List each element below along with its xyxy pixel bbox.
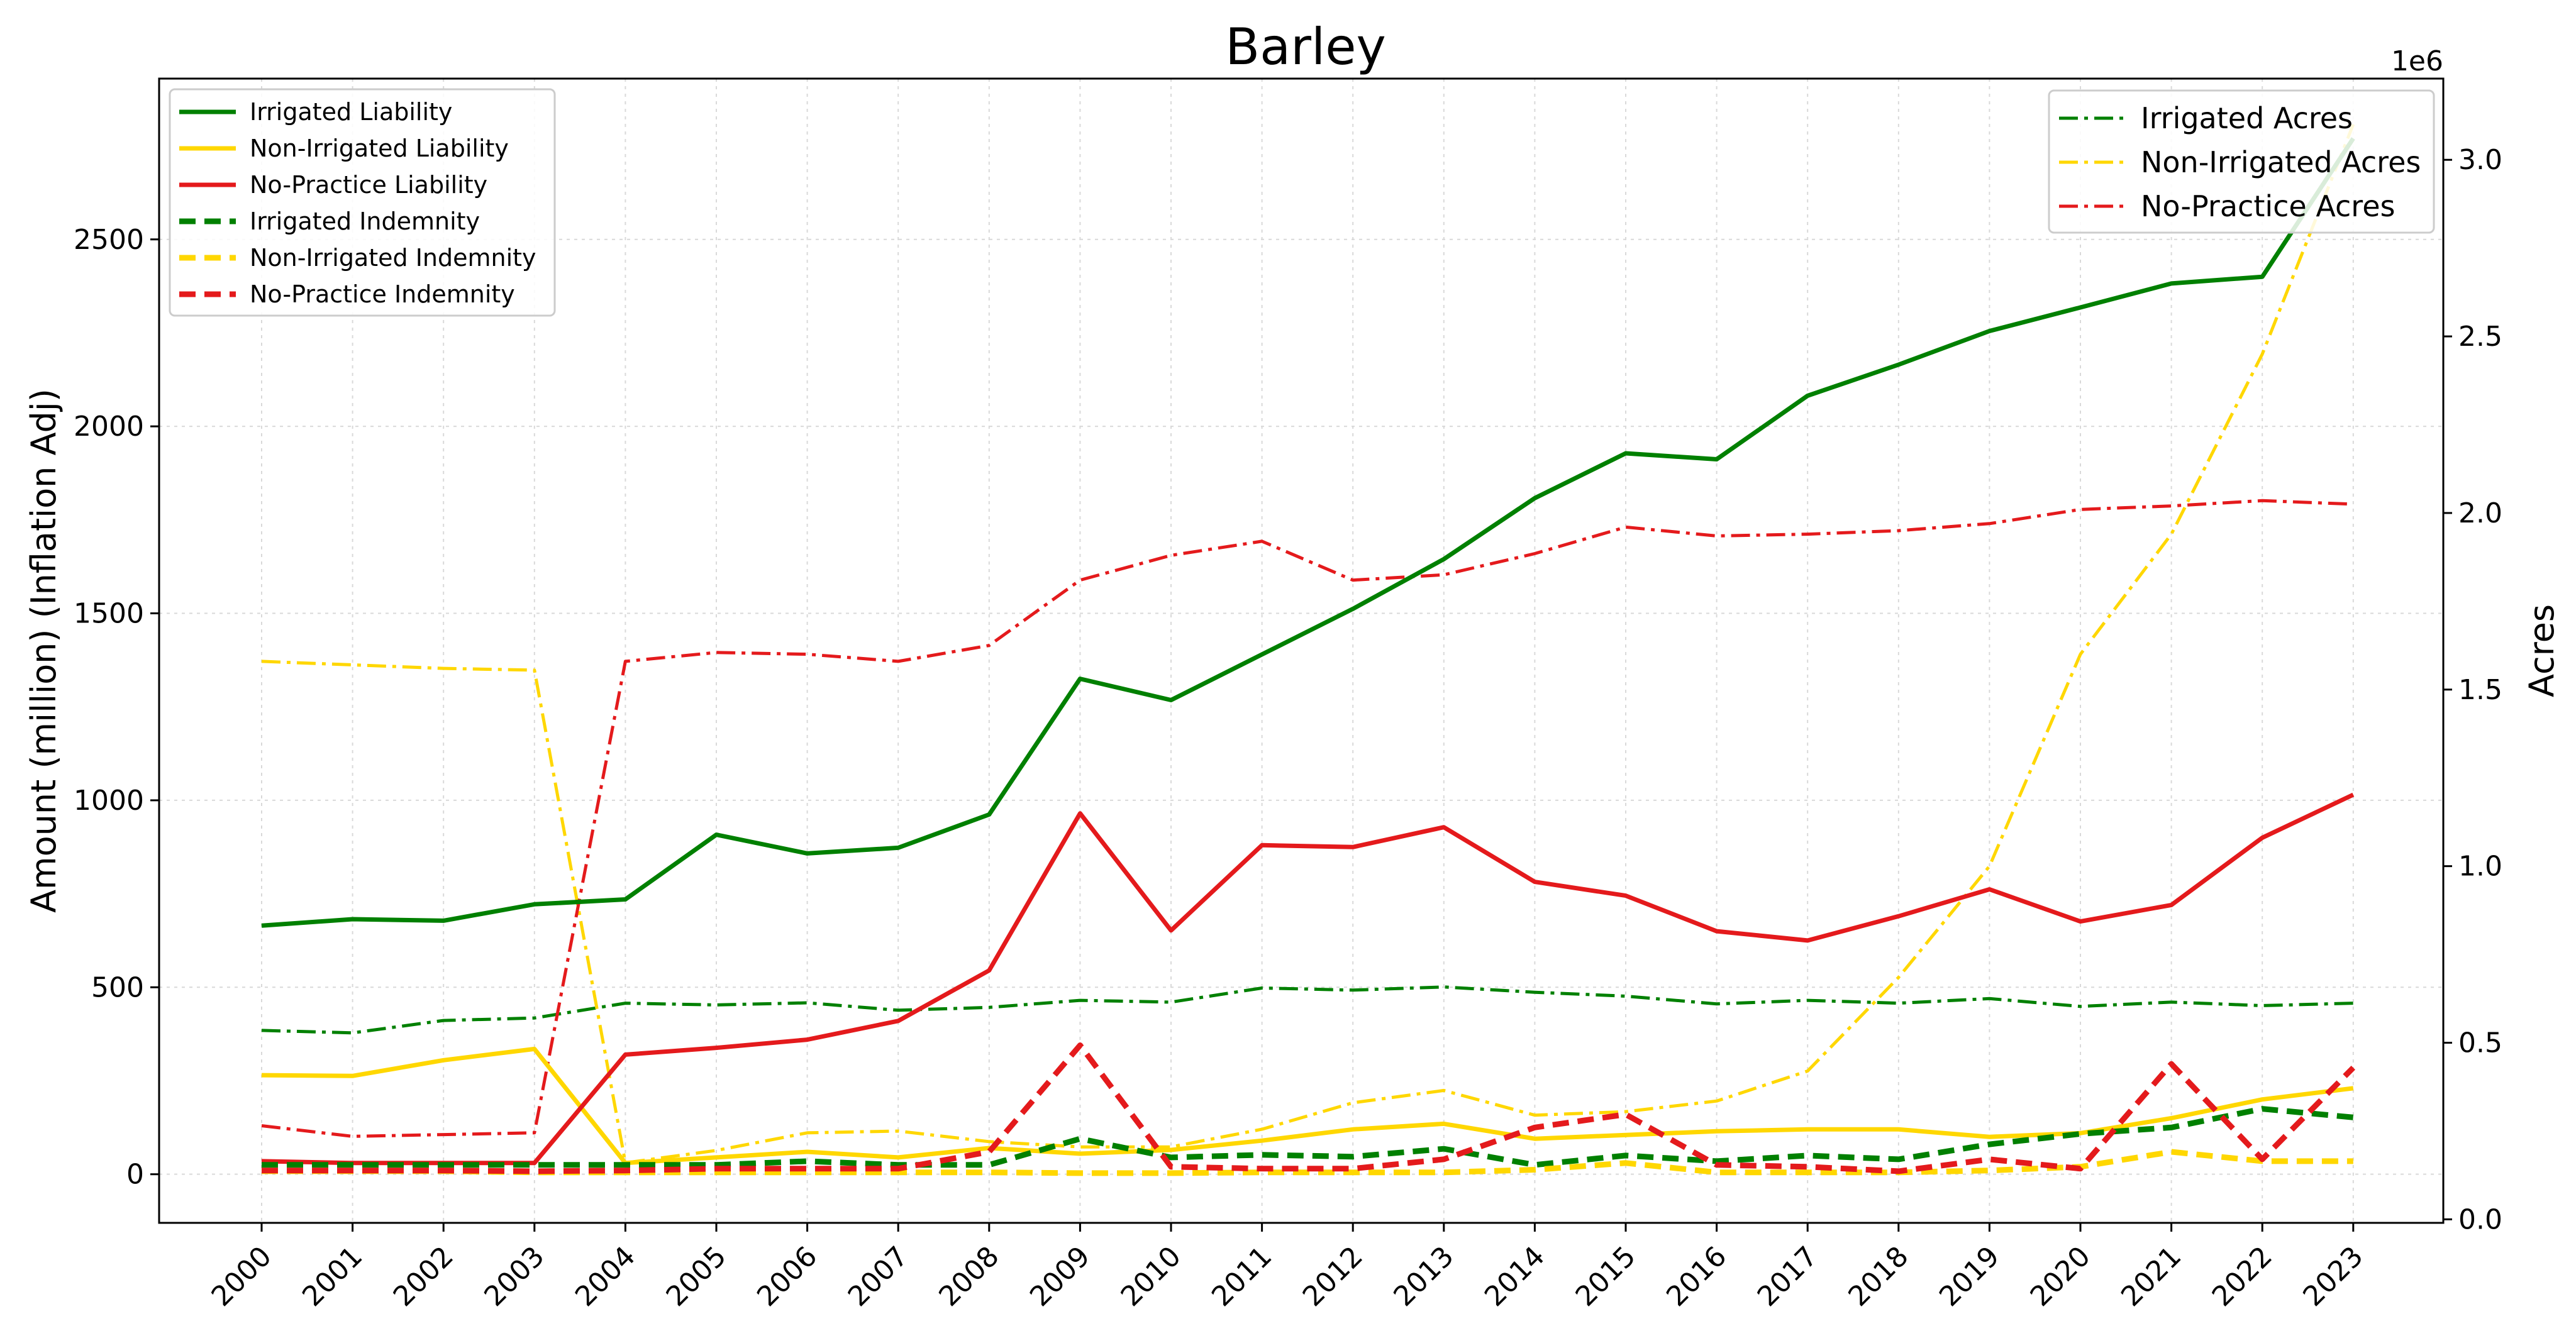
series-line-irrigated-liability — [261, 137, 2355, 928]
y-tick-label: 1000 — [74, 785, 144, 817]
series-lines — [261, 124, 2355, 1176]
legend-entry-label: No-Practice Indemnity — [250, 280, 515, 308]
series-line-no-practice-indemnity — [262, 1042, 2355, 1174]
y2-axis-label: Acres — [2522, 604, 2562, 697]
y2-tick-label: 0.5 — [2458, 1027, 2502, 1059]
legend-left: Irrigated Liability Non-Irrigated Liabili… — [169, 88, 556, 317]
plot-frame — [158, 77, 2445, 1224]
y-tick-label: 2000 — [74, 411, 144, 443]
legend-entry-label: No-Practice Acres — [2141, 189, 2395, 223]
y2-tick-label: 2.0 — [2458, 497, 2502, 529]
legend-entry-label: Irrigated Acres — [2141, 101, 2353, 135]
series-line-no-practice-liability — [261, 792, 2355, 1166]
y2-tick-label: 1.0 — [2458, 851, 2502, 883]
legend-left-box — [169, 88, 556, 317]
y-tick-label: 500 — [91, 971, 144, 1003]
legend-entry-label: Irrigated Liability — [250, 98, 452, 126]
y2-tick-label: 1.5 — [2458, 674, 2502, 706]
y-tick-label: 1500 — [74, 598, 144, 630]
y2-tick-label: 0.0 — [2458, 1203, 2502, 1235]
y2-axis-ticks: 0.0 0.5 1.0 1.5 2.0 2.5 3.0 — [2443, 144, 2502, 1235]
legend-right: Irrigated Acres Non-Irrigated Acres No-Pra… — [2048, 89, 2435, 234]
y-tick-label: 2500 — [74, 224, 144, 256]
y-axis-ticks: 0 500 1000 1500 2000 2500 — [74, 224, 159, 1191]
legend-right-box — [2048, 89, 2435, 234]
legend-entry-label: No-Practice Liability — [250, 171, 487, 199]
series-line-irrigated-acres — [261, 985, 2353, 1035]
series-line-non-irrigated-indemnity — [262, 1149, 2353, 1176]
y-axis-label: Amount (million) (Inflation Adj) — [24, 389, 64, 913]
legend-entry-label: Irrigated Indemnity — [250, 207, 480, 235]
y-tick-label: 0 — [126, 1159, 144, 1191]
series-line-non-irrigated-liability — [261, 1046, 2354, 1166]
y2-axis-multiplier: 1e6 — [2391, 45, 2443, 77]
chart-title: Barley — [1225, 18, 1386, 76]
y2-tick-label: 3.0 — [2458, 144, 2502, 176]
legend-entry-label: Non-Irrigated Acres — [2141, 145, 2421, 179]
legend-entry-label: Non-Irrigated Liability — [250, 135, 509, 162]
legend-entry-label: Non-Irrigated Indemnity — [250, 244, 536, 272]
y2-tick-label: 2.5 — [2458, 321, 2502, 353]
series-line-no-practice-acres — [261, 499, 2353, 1138]
